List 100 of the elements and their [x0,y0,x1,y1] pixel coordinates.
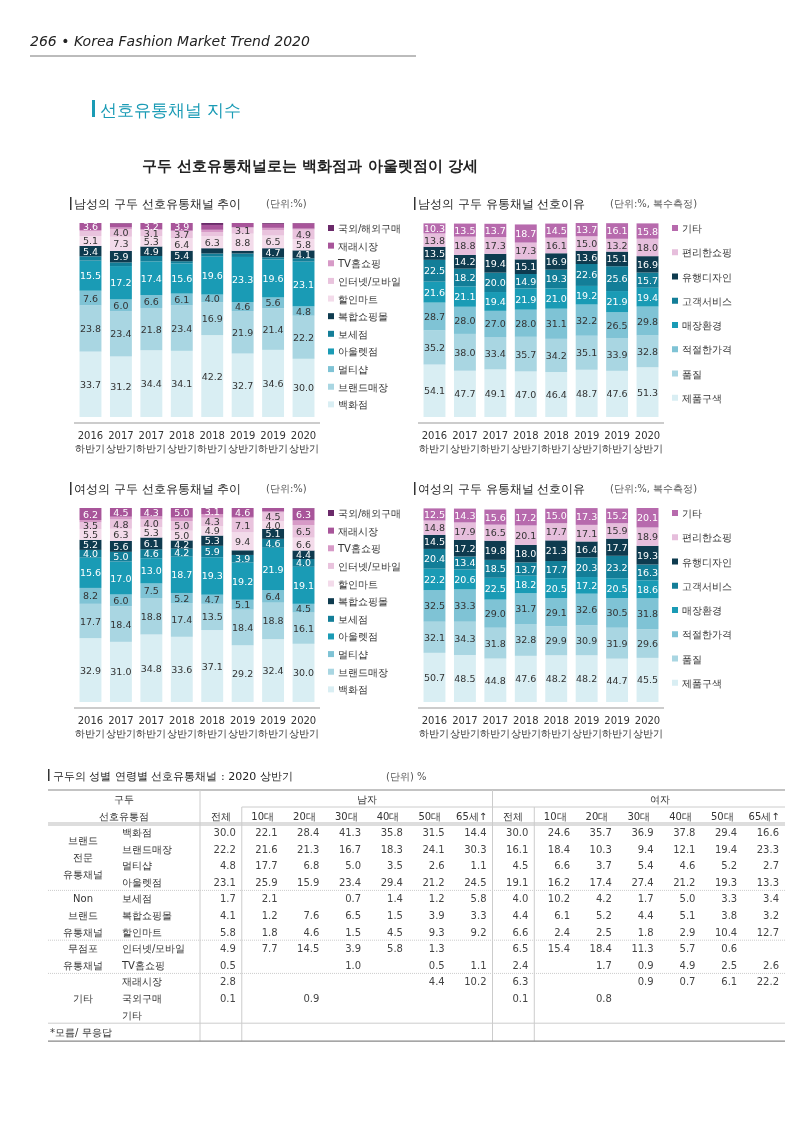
data-label: 4.0 [143,517,159,529]
text: 1.1 [470,860,487,872]
data-label: 32.9 [79,664,102,676]
data-label: 13.6 [576,251,598,263]
data-label: 4.5 [113,506,129,518]
data-label: 6.6 [295,538,312,550]
chart-title: 남성의 구두 선호유통채널 추이 [74,197,242,211]
x-tick-label: 2017 상반기 [105,430,136,454]
text: 3.9 [345,943,362,955]
data-label: 6.5 [295,525,312,537]
data-label: 3.5 [82,520,99,532]
text: 5.0 [345,860,362,872]
text: 21.6 [255,843,278,855]
data-label: 5.6 [265,297,281,309]
data-label: 14.8 [423,522,446,534]
text: 12.1 [673,843,696,855]
data-label: 33.6 [171,663,193,675]
chart-title: 여성의 구두 선호유통채널 추이 [74,482,242,496]
data-label: 17.4 [140,272,162,284]
text: 5.2 [721,860,738,872]
data-label: 3.6 [82,220,99,232]
text: 41.3 [338,827,362,838]
x-tick-label: 2019 하반기 [602,715,633,739]
data-label: 32.6 [576,604,598,616]
x-tick-label: 2018 상반기 [166,715,197,739]
data-label: 28.0 [454,314,476,326]
data-label: 5.3 [204,535,220,547]
legend-label: 적절한가격 [682,344,732,356]
data-label: 4.5 [265,511,281,523]
data-label: 3.1 [235,225,251,237]
x-tick-label: 2019 하반기 [602,430,633,454]
text: 23.1 [213,876,236,888]
text: 35.8 [380,827,403,838]
data-label: 19.3 [636,549,659,561]
data-label: 7.3 [113,238,129,250]
data-label: 28.0 [515,317,537,329]
text: 24.5 [464,876,487,888]
x-tick-label: 2018 하반기 [541,715,572,739]
text: 4.5 [512,860,529,872]
text: 35.7 [589,827,612,838]
data-label: 33.9 [606,348,628,360]
legend-label: 백화점 [338,684,368,696]
data-label: 16.1 [606,225,628,237]
data-label: 13.4 [454,557,476,569]
data-label: 5.3 [143,526,159,538]
legend-label: 멀티샵 [338,364,368,376]
data-label: 5.0 [174,520,190,532]
text: 0.1 [512,993,529,1004]
legend-label: 보세점 [338,613,368,625]
data-label: 6.1 [143,537,159,549]
data-label: 19.4 [636,291,659,303]
data-label: 6.2 [82,508,99,520]
text: 3.3 [721,893,738,905]
data-label: 19.8 [484,544,506,556]
chart-subtitle: (단위:%, 복수측정) [610,198,698,209]
data-label: 15.1 [606,253,628,265]
data-label: 37.1 [201,660,223,672]
data-label: 38.0 [454,346,476,358]
data-label: 48.2 [545,673,567,685]
data-label: 18.8 [454,240,476,252]
data-label: 4.0 [204,292,220,304]
text: 28.4 [297,827,320,838]
text: 0.7 [345,893,362,905]
data-label: 20.6 [454,573,476,585]
data-label: 32.4 [262,665,284,677]
data-label: 20.1 [636,512,659,524]
data-label: 51.3 [636,386,659,398]
data-label: 9.4 [235,535,251,547]
data-label: 5.8 [295,239,312,251]
data-label: 16.9 [636,258,659,270]
data-label: 20.5 [606,582,628,594]
data-label: 17.2 [454,542,476,554]
text: 17.7 [255,860,278,872]
data-label: 18.5 [484,563,506,575]
data-label: 3.9 [235,553,251,565]
text: 구두 선호유통점 [99,794,149,822]
category-label: 재래시장 [122,976,162,988]
category-label: 국외구매 [122,993,162,1004]
category-label: 보세점 [122,893,152,905]
data-label: 16.9 [545,255,567,267]
text: 4.4 [512,910,529,921]
x-tick-label: 2018 상반기 [510,430,541,454]
legend-label: 유행디자인 [682,271,732,283]
data-label: 22.5 [423,265,446,277]
legend-label: 제품구색 [682,677,722,689]
text: 2.9 [679,926,696,938]
text: 6.8 [303,860,320,872]
data-label: 28.7 [423,311,446,323]
data-label: 48.5 [454,672,476,684]
text: (단위) % [386,771,427,782]
data-label: 30.0 [292,667,315,679]
category-label: 40대 [376,811,400,822]
legend-label: 매장환경 [682,320,722,331]
data-label: 47.6 [606,388,628,400]
data-label: 23.4 [171,322,193,334]
data-label: 13.7 [515,563,537,575]
data-label: 32.7 [232,379,254,391]
data-label: 34.3 [454,632,476,644]
data-label: 13.7 [484,224,506,236]
category-label: 65세↑ [456,811,488,822]
